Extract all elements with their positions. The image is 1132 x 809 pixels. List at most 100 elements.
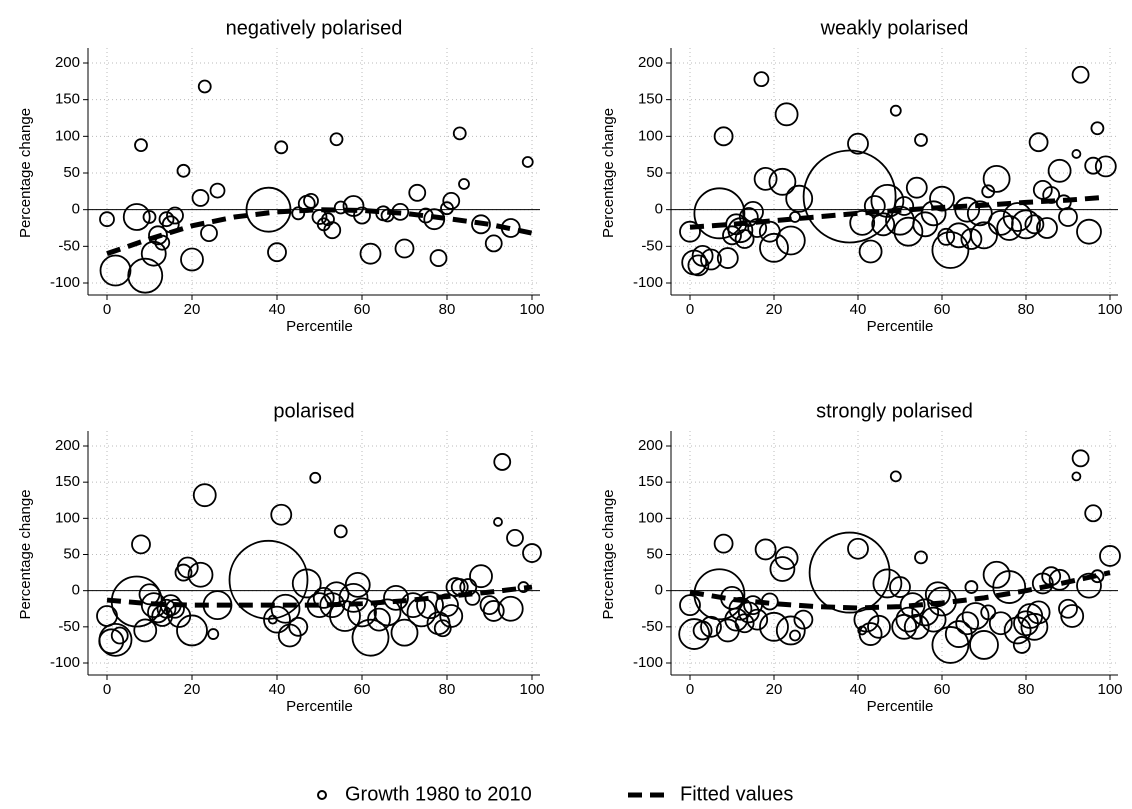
legend-label: Growth 1980 to 2010 — [345, 783, 532, 804]
bubble — [1084, 504, 1103, 523]
x-tick-label: 100 — [1097, 301, 1122, 318]
bubble — [207, 628, 220, 640]
bubble — [270, 593, 301, 624]
y-tick-label: 0 — [72, 201, 80, 218]
bubble — [274, 140, 289, 155]
panel-title: negatively polarised — [226, 17, 403, 39]
bubble — [716, 247, 739, 269]
bubble — [747, 218, 768, 238]
bubble — [176, 556, 199, 579]
bubble — [1011, 209, 1041, 240]
x-tick-label: 40 — [269, 681, 286, 698]
bubble — [759, 611, 789, 642]
bubble — [969, 630, 999, 660]
bubble — [493, 517, 503, 527]
bubble — [452, 126, 467, 141]
y-tick-label: 50 — [63, 164, 80, 181]
panel-title: strongly polarised — [816, 400, 973, 422]
bubble — [197, 79, 212, 94]
bubble — [911, 598, 940, 627]
bubble — [367, 607, 391, 632]
bubble — [914, 550, 928, 565]
bubble — [722, 225, 742, 246]
bubble — [134, 138, 148, 153]
bubble — [789, 629, 801, 642]
y-tick-label: 150 — [638, 473, 663, 490]
bubble — [390, 618, 419, 647]
bubble — [288, 616, 309, 637]
bubble — [889, 104, 902, 117]
bubble — [746, 608, 769, 631]
bubble — [311, 209, 328, 225]
bubble — [970, 221, 998, 250]
y-tick-label: -50 — [641, 237, 663, 254]
bubble — [309, 471, 322, 484]
bubble — [469, 564, 493, 589]
y-axis-label: Percentage change — [17, 489, 34, 619]
x-tick-label: 40 — [850, 301, 867, 318]
x-tick-label: 60 — [354, 681, 371, 698]
x-tick-label: 60 — [354, 301, 371, 318]
bubble — [142, 210, 157, 224]
bubble — [742, 200, 764, 223]
bubble — [140, 240, 167, 267]
bubble — [303, 192, 319, 209]
bubble — [775, 615, 806, 646]
bubble — [847, 537, 869, 560]
bubble — [1071, 149, 1082, 159]
bubble — [889, 470, 902, 483]
bubble — [960, 228, 983, 250]
bubble — [679, 220, 701, 243]
bubble — [996, 215, 1023, 241]
bubble — [774, 546, 799, 571]
bubble — [847, 132, 869, 155]
y-tick-label: 100 — [55, 509, 80, 526]
x-tick-label: 80 — [1018, 681, 1035, 698]
bubble — [338, 583, 369, 613]
bubble — [442, 191, 461, 210]
bubble — [964, 580, 979, 594]
bubble — [955, 611, 980, 636]
x-tick-label: 0 — [103, 681, 111, 698]
legend-label: Fitted values — [680, 783, 793, 804]
bubble — [497, 595, 524, 622]
bubble — [1076, 218, 1102, 245]
bubble — [1076, 572, 1102, 599]
bubble — [464, 590, 481, 606]
y-tick-label: 50 — [646, 164, 663, 181]
bubble — [439, 604, 464, 628]
bubble — [458, 178, 470, 190]
bubble — [982, 164, 1011, 193]
bubble — [359, 242, 382, 265]
bubble — [471, 214, 491, 235]
bubble — [351, 618, 390, 657]
x-tick-label: 40 — [269, 301, 286, 318]
bubble — [924, 581, 951, 608]
bubble — [192, 483, 217, 508]
bubble — [98, 622, 133, 657]
bubble — [165, 598, 185, 619]
bubble — [768, 167, 797, 196]
x-axis-label: Percentile — [867, 698, 934, 715]
bubble — [270, 503, 293, 526]
bubble — [148, 225, 168, 246]
bubble — [1071, 471, 1082, 482]
bubble — [176, 614, 208, 647]
bubble — [1094, 155, 1117, 178]
bubble — [678, 618, 711, 650]
bubble — [416, 591, 444, 620]
bubble — [982, 560, 1011, 589]
bubble — [394, 238, 415, 259]
panel-title: weakly polarised — [820, 17, 969, 39]
bubble — [429, 249, 448, 267]
bubble — [482, 600, 505, 622]
bubble — [903, 613, 930, 640]
y-tick-label: -100 — [633, 654, 663, 671]
bubble — [156, 598, 177, 619]
bubble — [808, 531, 891, 614]
bubble — [1036, 217, 1058, 239]
y-tick-label: 0 — [655, 201, 663, 218]
bubble — [895, 606, 922, 633]
bubble — [191, 189, 210, 207]
